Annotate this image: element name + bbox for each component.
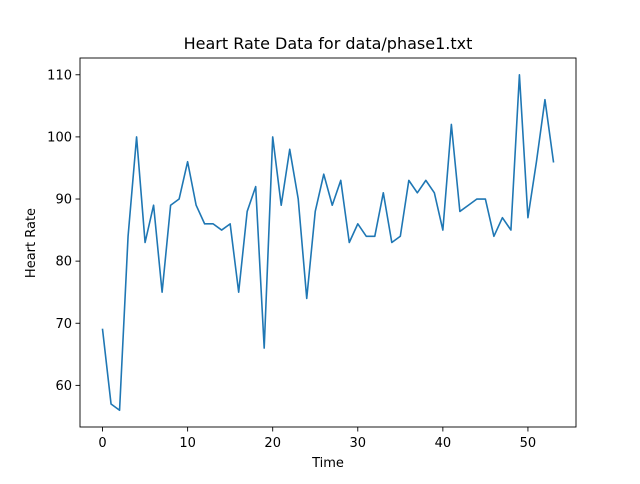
y-tick-label: 100 <box>47 130 72 145</box>
x-tick-label: 50 <box>520 436 537 451</box>
y-tick-label: 80 <box>55 255 72 270</box>
y-axis-label: Heart Rate <box>24 208 39 278</box>
plot-area: 0 10 20 30 40 50 60 70 80 90 100 110 <box>47 57 577 451</box>
y-tick-label: 110 <box>47 68 72 83</box>
y-tick-label: 60 <box>55 379 72 394</box>
y-tick-label: 90 <box>55 193 72 208</box>
x-tick-label: 30 <box>350 436 367 451</box>
x-axis-label: Time <box>311 456 344 471</box>
x-tick-label: 0 <box>98 436 106 451</box>
y-tick-label: 70 <box>55 317 72 332</box>
x-tick-label: 10 <box>179 436 196 451</box>
plot-frame <box>79 57 577 428</box>
chart-title: Heart Rate Data for data/phase1.txt <box>184 34 473 53</box>
series-line-0 <box>101 73 555 412</box>
x-tick-label: 20 <box>264 436 281 451</box>
x-tick-label: 40 <box>435 436 452 451</box>
